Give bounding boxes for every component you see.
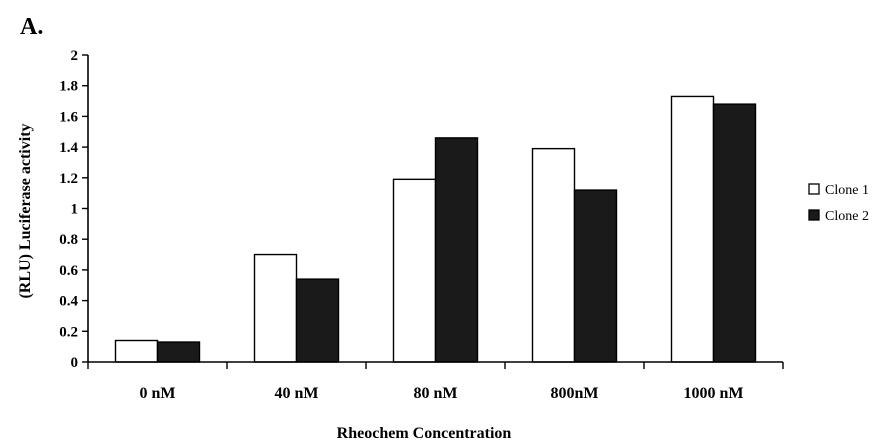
- y-tick-label: 0.8: [59, 232, 78, 248]
- y-tick-label: 0: [71, 355, 79, 371]
- axes-layer: 0 0.2 0.4 0.6 0.8 1 1.2 1.4 1.6 1.8 2 0 nM 40 nM 80 n…: [59, 48, 784, 402]
- bar-clone-1: [670, 95, 715, 363]
- legend-label: Clone 2: [825, 209, 869, 224]
- bar-clone-1: [531, 147, 576, 363]
- x-tick-label: 0 nM: [140, 385, 176, 402]
- x-tick-label: 800nM: [551, 385, 599, 402]
- bar-clone-1: [114, 339, 159, 363]
- y-tick-label: 0.4: [59, 294, 78, 310]
- y-tick-label: 1: [71, 202, 79, 218]
- x-tick-label: 80 nM: [414, 385, 458, 402]
- legend: Clone 1 Clone 2: [808, 183, 869, 224]
- bar-clone-2: [295, 278, 340, 363]
- y-tick-label: 1.6: [59, 109, 78, 125]
- x-tick-label: 40 nM: [275, 385, 319, 402]
- x-axis-title: Rheochem Concentration: [337, 425, 512, 442]
- bar-clone-2: [712, 103, 757, 363]
- y-tick-label: 1.4: [59, 140, 78, 156]
- y-axis-title: (RLU) Luciferase activity: [17, 123, 34, 298]
- legend-swatch: [808, 209, 820, 221]
- bars-layer: [114, 95, 757, 363]
- bar-clone-1: [253, 253, 298, 363]
- bar-clone-2: [573, 189, 618, 363]
- y-tick-label: 1.2: [59, 171, 78, 187]
- bar-clone-1: [392, 178, 437, 363]
- bar-clone-2: [434, 137, 479, 363]
- x-tick-label: 1000 nM: [684, 385, 744, 402]
- y-tick-label: 1.8: [59, 79, 78, 95]
- y-tick-label: 0.2: [59, 324, 78, 340]
- legend-label: Clone 1: [825, 183, 869, 198]
- bar-clone-2: [156, 341, 201, 363]
- legend-swatch: [808, 183, 820, 195]
- y-tick-label: 0.6: [59, 263, 78, 279]
- y-tick-label: 2: [71, 48, 79, 64]
- panel-label: A.: [20, 14, 43, 40]
